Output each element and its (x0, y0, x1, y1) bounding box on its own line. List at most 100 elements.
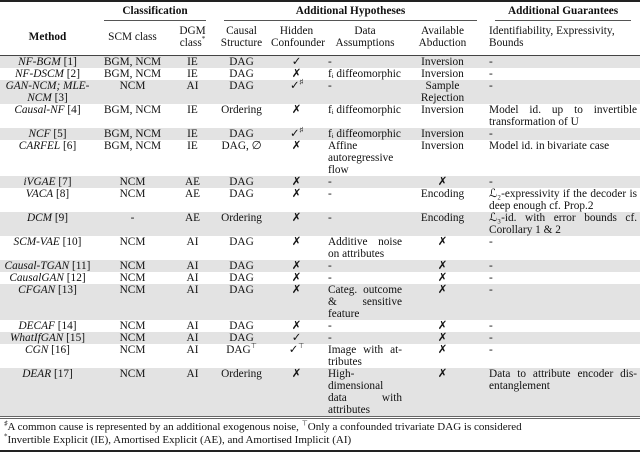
data-assumptions-cell: fᵢ diffeomorphic (328, 68, 401, 80)
causal-structure-cell: DAG (215, 176, 268, 188)
hidden-confounder-cell: ✗ (291, 272, 302, 284)
scm-class-cell: NCM (119, 188, 146, 200)
col-scm-class: SCM class (95, 23, 170, 56)
table-row: DCM [9] - AE Ordering ✗ - Encoding ℒ₃-id. with … (0, 212, 640, 236)
abduction-cell: ✗ (405, 332, 480, 344)
abduction-cell: Encoding (420, 188, 465, 200)
column-header-row: Method SCM class DGM class* Causal Struc… (0, 23, 640, 56)
scm-class-cell: BGM, NCM (103, 68, 162, 80)
guarantees-cell: - (486, 80, 640, 104)
abduction-cell: ✗ (437, 236, 448, 248)
method-cell: DCM [9] (0, 212, 95, 236)
causal-structure-cell: DAG⊤ (226, 342, 257, 356)
causal-structure-cell: Ordering (221, 104, 262, 116)
data-assumptions-cell: Categ. outcome & sensitive feature (325, 284, 405, 320)
dgm-class-cell: AI (170, 80, 215, 104)
hidden-confounder-cell: ✗ (291, 104, 302, 116)
method-cell: CARFEL [6] (18, 140, 77, 152)
col-data-assumptions: Data Assumptions (325, 23, 405, 56)
scm-class-cell: BGM, NCM (95, 128, 170, 140)
guarantees-cell: ℒ₃-id. with error bounds cf. Corollary 1… (486, 212, 640, 236)
table-row: Causal-NF [4] BGM, NCM IE Ordering ✗ fᵢ diffe… (0, 104, 640, 128)
causal-structure-cell: Ordering (215, 212, 268, 236)
guarantees-cell: - (489, 272, 493, 284)
table-row: VACA [8] NCM AE DAG ✗ - Encoding ℒ₂-expressivit… (0, 188, 640, 212)
table-row: SCM-VAE [10] NCM AI DAG ✗ Additive noise on a… (0, 236, 640, 260)
data-assumptions-cell: Additive noise on attributes (328, 236, 402, 260)
data-assumptions-cell: - (325, 80, 405, 104)
table-row: WhatIfGAN [15] NCM AI DAG ✓ - ✗ - (0, 332, 640, 344)
table-row: DEAR [17] NCM AI Ordering ✗ High-dimensional … (0, 368, 640, 416)
col-hidden-confounder: Hidden Confounder (268, 23, 325, 56)
method-cell: NF-BGM [1] (0, 55, 95, 68)
scm-class-cell: NCM (95, 284, 170, 320)
abduction-cell: ✗ (437, 272, 448, 284)
scm-class-cell: NCM (119, 320, 146, 332)
guarantees-cell: - (486, 284, 640, 320)
data-assumptions-cell: - (328, 188, 332, 200)
hidden-confounder-cell: ✓⊤ (288, 342, 305, 356)
dgm-class-cell: AI (170, 260, 215, 272)
dgm-class-cell: AE (184, 188, 201, 200)
hidden-confounder-cell: ✓♯ (268, 79, 325, 104)
col-available-abduction: Available Abduction (405, 23, 480, 56)
hidden-confounder-cell: ✓ (268, 332, 325, 344)
guarantees-cell: ℒ₂-expressivity if the decoder is deep e… (489, 188, 638, 212)
guarantees-cell: - (489, 320, 493, 332)
abduction-cell: ✗ (437, 344, 448, 356)
data-assumptions-cell: fᵢ diffeomorphic (325, 128, 405, 140)
method-cell: DEAR [17] (0, 368, 95, 416)
scm-class-cell: BGM, NCM (103, 140, 162, 152)
guarantees-cell: Model id. in bivariate case (489, 140, 610, 152)
table-row: GAN-NCM; MLE-NCM [3] NCM AI DAG ✓♯ - Sample Re… (0, 79, 640, 104)
abduction-cell: Inversion (421, 140, 464, 152)
footnote-confounder: ♯A common cause is represented by an add… (4, 419, 522, 433)
method-cell: Causal-TGAN [11] (0, 260, 95, 272)
method-cell: CausalGAN [12] (9, 272, 86, 284)
causal-structure-cell: DAG (215, 332, 268, 344)
table-row: NCF [5] BGM, NCM IE DAG ✓♯ fᵢ diffeomorphic In… (0, 127, 640, 140)
table-row: CausalGAN [12] NCM AI DAG ✗ - ✗ - (0, 272, 640, 284)
method-cell: CGN [16] (25, 344, 70, 356)
hidden-confounder-cell: ✗ (291, 188, 302, 200)
dgm-class-cell: IE (170, 128, 215, 140)
abduction-cell: ✗ (405, 368, 480, 416)
abduction-cell: ✗ (437, 320, 448, 332)
hidden-confounder-cell: ✗ (268, 368, 325, 416)
table-row: CARFEL [6] BGM, NCM IE DAG, ∅ ✗ Affine autore… (0, 140, 640, 176)
causal-structure-cell: DAG (215, 80, 268, 104)
guarantees-cell: - (486, 260, 640, 272)
causal-structure-cell: DAG (229, 68, 254, 80)
data-assumptions-cell: - (325, 332, 405, 344)
dgm-class-cell: AI (186, 272, 199, 284)
method-cell: WhatIfGAN [15] (0, 332, 95, 344)
hidden-confounder-cell: ✗ (268, 212, 325, 236)
abduction-cell: ✗ (405, 284, 480, 320)
hidden-confounder-cell: ✗ (291, 236, 302, 248)
hidden-confounder-cell: ✗ (268, 284, 325, 320)
dgm-class-cell: AI (170, 332, 215, 344)
method-cell: CFGAN [13] (0, 284, 95, 320)
dgm-class-cell: IE (187, 140, 198, 152)
method-cell: NCF [5] (0, 128, 95, 140)
hidden-confounder-cell: ✗ (268, 176, 325, 188)
hidden-confounder-cell: ✗ (291, 68, 302, 80)
guarantees-cell: - (486, 55, 640, 68)
dgm-class-cell: AI (170, 368, 215, 416)
abduction-cell: Sample Rejection (405, 80, 480, 104)
guarantees-cell: - (486, 128, 640, 140)
table-row: CFGAN [13] NCM AI DAG ✗ Categ. outcome & sens… (0, 284, 640, 320)
causal-structure-cell: DAG (229, 272, 254, 284)
group-classification: Classification (95, 1, 215, 23)
scm-class-cell: NCM (95, 176, 170, 188)
scm-class-cell: NCM (119, 344, 146, 356)
abduction-cell: Inversion (405, 128, 480, 140)
data-assumptions-cell: Affine autoregres­sive flow (328, 140, 394, 176)
col-method: Method (0, 23, 95, 56)
guarantees-cell: - (489, 344, 493, 356)
guarantees-cell: Data to attribute encoder dis­entangleme… (486, 368, 640, 416)
guarantees-cell: - (486, 176, 640, 188)
causal-structure-cell: DAG (229, 236, 254, 248)
scm-class-cell: - (95, 212, 170, 236)
